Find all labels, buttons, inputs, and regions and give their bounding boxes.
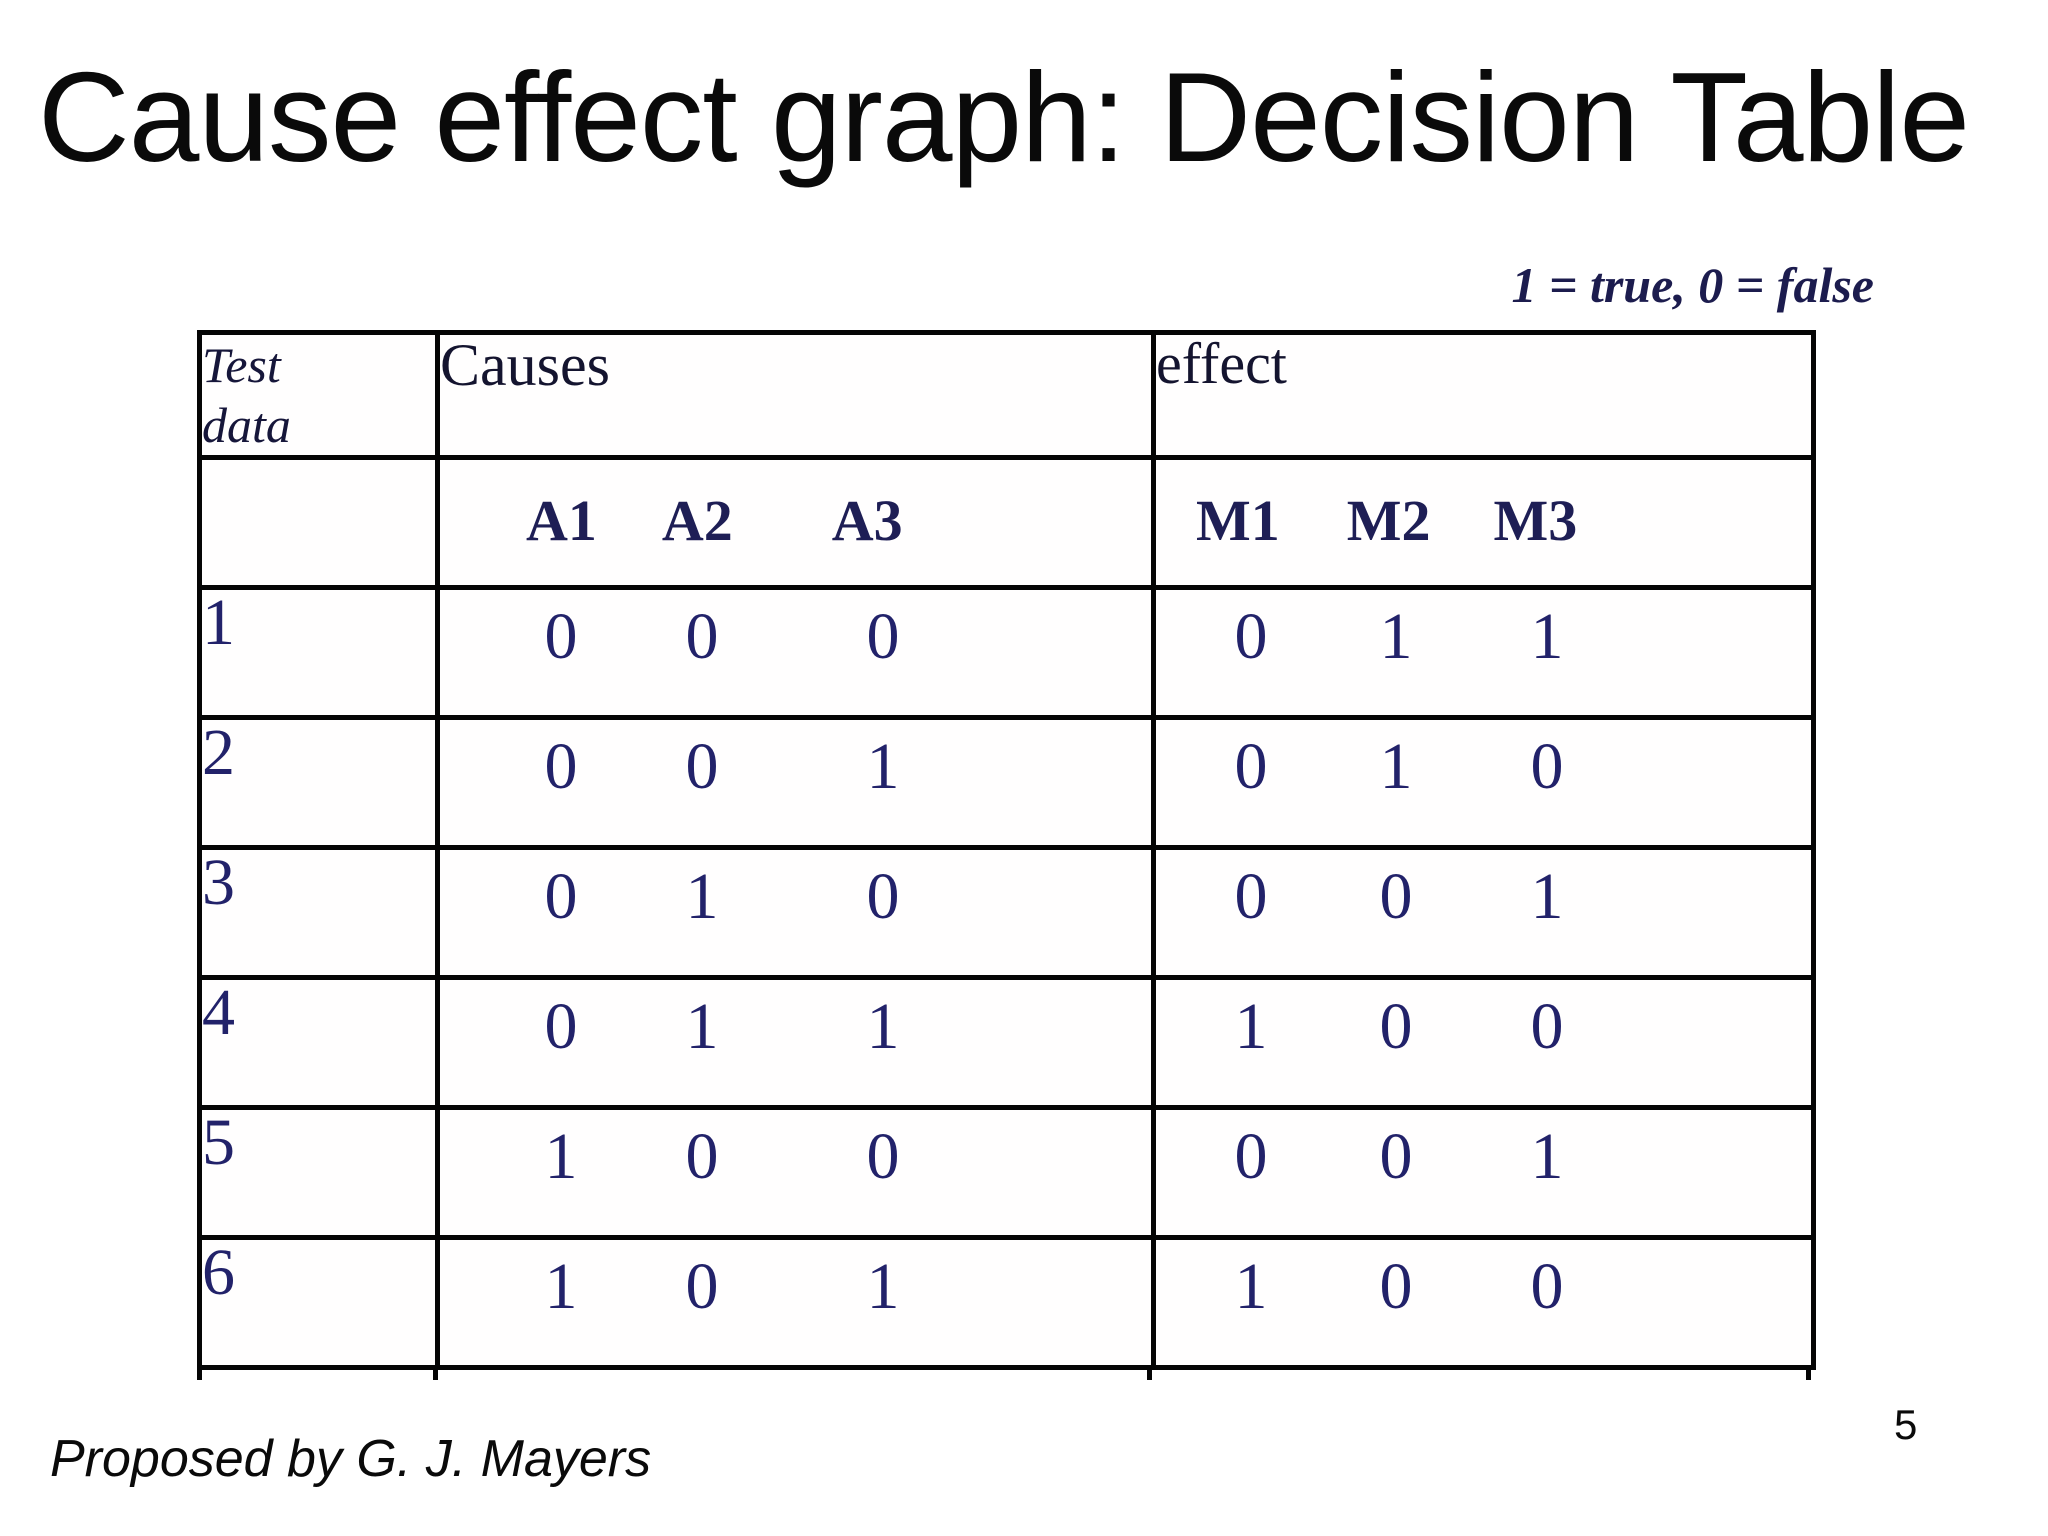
effect-label-m2: M2 xyxy=(1346,488,1431,553)
subheader-empty-cell xyxy=(197,455,440,590)
cause-value: 0 xyxy=(544,860,578,933)
causes-values-cell: 0 0 0 xyxy=(435,585,1156,720)
cause-value: 1 xyxy=(544,1250,578,1323)
cause-value: 1 xyxy=(866,730,900,803)
cause-value: 1 xyxy=(866,1250,900,1323)
table-row: 1 0 0 0 0 1 1 xyxy=(197,585,1816,720)
col-header-effect: effect xyxy=(1151,330,1816,460)
effect-value: 0 xyxy=(1379,1120,1413,1193)
cause-value: 0 xyxy=(685,1120,719,1193)
page-title: Cause effect graph: Decision Table xyxy=(38,46,1970,188)
effect-value: 1 xyxy=(1530,860,1564,933)
col-header-test-data: Test data xyxy=(197,330,440,460)
table-cutoff-row xyxy=(197,1370,1811,1380)
effect-value: 0 xyxy=(1530,730,1564,803)
cause-value: 0 xyxy=(544,730,578,803)
effect-value: 1 xyxy=(1234,1250,1268,1323)
effect-value: 1 xyxy=(1234,990,1268,1063)
causes-values-cell: 1 0 1 xyxy=(435,1235,1156,1370)
cause-label-a1: A1 xyxy=(526,488,597,553)
effect-value: 0 xyxy=(1379,990,1413,1063)
table-cutoff-border xyxy=(1806,1370,1811,1380)
cause-labels-cell: A1 A2 A3 xyxy=(435,455,1156,590)
table-row: 6 1 0 1 1 0 0 xyxy=(197,1235,1816,1370)
test-number-cell: 6 xyxy=(197,1235,440,1370)
effect-value: 1 xyxy=(1379,730,1413,803)
effect-labels-cell: M1 M2 M3 xyxy=(1151,455,1816,590)
cause-value: 0 xyxy=(544,990,578,1063)
effect-value: 0 xyxy=(1234,730,1268,803)
cause-value: 1 xyxy=(685,990,719,1063)
cause-value: 0 xyxy=(866,600,900,673)
test-number-cell: 5 xyxy=(197,1105,440,1240)
cause-value: 0 xyxy=(544,600,578,673)
cause-value: 0 xyxy=(866,1120,900,1193)
decision-table: Test data Causes effect A1 A2 A3 M1 xyxy=(197,330,1816,1370)
cause-value: 1 xyxy=(685,860,719,933)
effects-values-cell: 1 0 0 xyxy=(1151,1235,1816,1370)
effect-label-m1: M1 xyxy=(1196,488,1280,553)
cause-value: 0 xyxy=(685,730,719,803)
cause-value: 0 xyxy=(685,600,719,673)
table-cutoff-border xyxy=(197,1370,202,1380)
table-row: 4 0 1 1 1 0 0 xyxy=(197,975,1816,1110)
causes-values-cell: 0 1 0 xyxy=(435,845,1156,980)
effect-value: 0 xyxy=(1379,1250,1413,1323)
cause-value: 1 xyxy=(866,990,900,1063)
effect-value: 1 xyxy=(1530,1120,1564,1193)
effect-value: 0 xyxy=(1530,1250,1564,1323)
effect-value: 0 xyxy=(1234,1120,1268,1193)
effect-label-m3: M3 xyxy=(1493,488,1578,553)
cause-label-a3: A3 xyxy=(831,488,903,553)
page-number: 5 xyxy=(1894,1401,1918,1448)
test-number-cell: 1 xyxy=(197,585,440,720)
table-row: 5 1 0 0 0 0 1 xyxy=(197,1105,1816,1240)
effects-values-cell: 0 1 1 xyxy=(1151,585,1816,720)
table-row: 2 0 0 1 0 1 0 xyxy=(197,715,1816,850)
test-number-cell: 2 xyxy=(197,715,440,850)
footer-credit: Proposed by G. J. Mayers xyxy=(50,1430,652,1488)
table-row: 3 0 1 0 0 0 1 xyxy=(197,845,1816,980)
cause-label-a2: A2 xyxy=(661,488,733,553)
table-cutoff-border xyxy=(1147,1370,1152,1380)
col-header-causes: Causes xyxy=(435,330,1156,460)
effects-values-cell: 0 1 0 xyxy=(1151,715,1816,850)
table-subheader-row: A1 A2 A3 M1 M2 M3 xyxy=(197,455,1816,590)
cause-value: 0 xyxy=(685,1250,719,1323)
causes-values-cell: 1 0 0 xyxy=(435,1105,1156,1240)
test-number-cell: 3 xyxy=(197,845,440,980)
effects-values-cell: 0 0 1 xyxy=(1151,1105,1816,1240)
table-header-row: Test data Causes effect xyxy=(197,330,1816,460)
table-cutoff-border xyxy=(433,1370,438,1380)
effect-value: 0 xyxy=(1234,600,1268,673)
effect-value: 1 xyxy=(1379,600,1413,673)
decision-table-region: Test data Causes effect A1 A2 A3 M1 xyxy=(197,330,1817,1380)
effect-value: 0 xyxy=(1379,860,1413,933)
causes-values-cell: 0 0 1 xyxy=(435,715,1156,850)
legend-note: 1 = true, 0 = false xyxy=(1511,257,1874,313)
effects-values-cell: 0 0 1 xyxy=(1151,845,1816,980)
test-number-cell: 4 xyxy=(197,975,440,1110)
causes-values-cell: 0 1 1 xyxy=(435,975,1156,1110)
cause-value: 1 xyxy=(544,1120,578,1193)
cause-value: 0 xyxy=(866,860,900,933)
effects-values-cell: 1 0 0 xyxy=(1151,975,1816,1110)
effect-value: 0 xyxy=(1234,860,1268,933)
effect-value: 1 xyxy=(1530,600,1564,673)
effect-value: 0 xyxy=(1530,990,1564,1063)
